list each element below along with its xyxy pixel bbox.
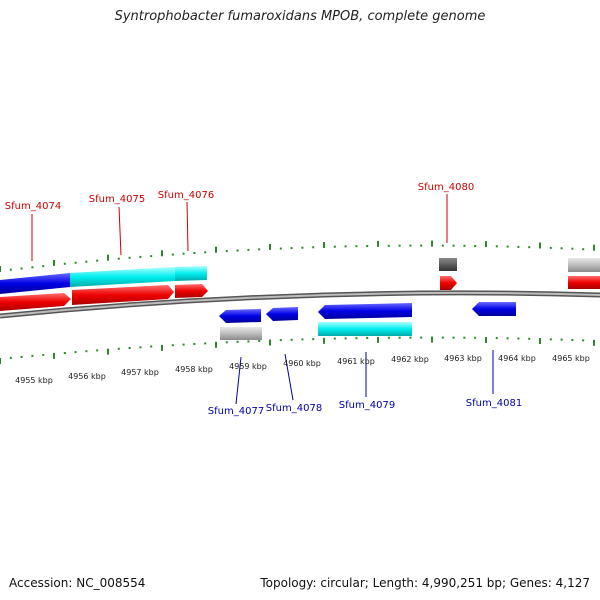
gene-sfum-4077-arrow[interactable] xyxy=(219,309,261,323)
gene-sfum-4076-block[interactable] xyxy=(175,266,207,281)
gene-label-sfum-4081[interactable]: Sfum_4081 xyxy=(466,350,522,409)
svg-text:Sfum_4078: Sfum_4078 xyxy=(266,403,322,414)
forward-cds-arrow[interactable] xyxy=(440,276,457,290)
kbp-label: 4963 kbp xyxy=(444,354,482,363)
svg-text:Sfum_4076: Sfum_4076 xyxy=(158,190,214,201)
forward-cds-arrow[interactable] xyxy=(0,293,71,311)
forward-cds-arrow[interactable] xyxy=(72,285,174,305)
gene-sfum-4079-arrow[interactable] xyxy=(318,303,412,319)
kbp-label: 4956 kbp xyxy=(68,372,106,381)
top-tick-marks xyxy=(0,240,595,272)
gene-sfum-4075-block[interactable] xyxy=(70,267,175,287)
rna-feature-right[interactable] xyxy=(568,258,600,272)
svg-text:Sfum_4074: Sfum_4074 xyxy=(5,201,61,212)
genome-title: Syntrophobacter fumaroxidans MPOB, compl… xyxy=(114,9,486,24)
kbp-label: 4965 kbp xyxy=(552,354,590,363)
kbp-label: 4960 kbp xyxy=(283,359,321,368)
kbp-label: 4957 kbp xyxy=(121,368,159,377)
kbp-label: 4962 kbp xyxy=(391,355,429,364)
gene-label-sfum-4078[interactable]: Sfum_4078 xyxy=(266,353,322,414)
bottom-tick-marks xyxy=(0,336,595,364)
gene-sfum-4077-rna[interactable] xyxy=(220,327,262,340)
svg-text:Sfum_4075: Sfum_4075 xyxy=(89,194,145,205)
gene-label-sfum-4076[interactable]: Sfum_4076 xyxy=(158,190,214,252)
svg-text:Sfum_4079: Sfum_4079 xyxy=(339,400,395,411)
svg-text:Sfum_4077: Sfum_4077 xyxy=(208,406,264,417)
kbp-label: 4964 kbp xyxy=(498,354,536,363)
kbp-label: 4958 kbp xyxy=(175,365,213,374)
kbp-label: 4961 kbp xyxy=(337,357,375,366)
kbp-scale-labels: 4955 kbp 4956 kbp 4957 kbp 4958 kbp 4959… xyxy=(15,354,590,385)
gene-label-sfum-4075[interactable]: Sfum_4075 xyxy=(89,194,145,256)
gene-label-sfum-4074[interactable]: Sfum_4074 xyxy=(5,201,61,261)
forward-cds-arrow[interactable] xyxy=(175,284,208,298)
svg-text:Sfum_4080: Sfum_4080 xyxy=(418,182,474,193)
kbp-label: 4959 kbp xyxy=(229,362,267,371)
forward-cds-right[interactable] xyxy=(568,276,600,289)
gene-sfum-4080-rna[interactable] xyxy=(439,258,457,271)
gene-sfum-4074-block[interactable] xyxy=(0,273,70,294)
gene-label-sfum-4079[interactable]: Sfum_4079 xyxy=(339,352,395,411)
gene-sfum-4079-highlight[interactable] xyxy=(318,322,412,336)
kbp-label: 4955 kbp xyxy=(15,376,53,385)
gene-label-sfum-4080[interactable]: Sfum_4080 xyxy=(418,182,474,243)
genome-summary-text: Topology: circular; Length: 4,990,251 bp… xyxy=(260,576,590,590)
gene-sfum-4078-arrow[interactable] xyxy=(266,307,298,321)
svg-text:Sfum_4081: Sfum_4081 xyxy=(466,398,522,409)
accession-text: Accession: NC_008554 xyxy=(9,576,146,590)
gene-sfum-4081-arrow[interactable] xyxy=(472,302,516,316)
gene-label-sfum-4077[interactable]: Sfum_4077 xyxy=(208,356,264,417)
